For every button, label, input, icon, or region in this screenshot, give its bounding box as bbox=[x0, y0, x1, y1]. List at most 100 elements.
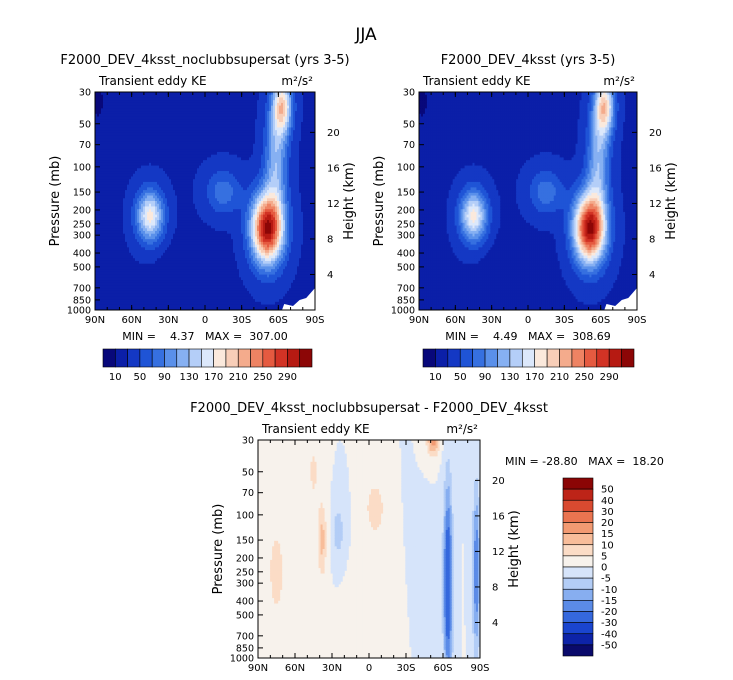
heatmap-cell bbox=[99, 116, 102, 120]
heatmap-cell bbox=[129, 255, 132, 259]
heatmap-cell bbox=[187, 130, 190, 134]
heatmap-cell bbox=[183, 130, 186, 134]
heatmap-cell bbox=[213, 184, 216, 189]
heatmap-cell bbox=[179, 111, 182, 115]
heatmap-cell bbox=[151, 108, 154, 112]
heatmap-cell bbox=[191, 258, 194, 262]
heatmap-cell bbox=[141, 307, 144, 310]
heatmap-cell bbox=[99, 121, 102, 126]
heatmap-cell bbox=[121, 119, 124, 123]
heatmap-cell bbox=[115, 138, 118, 142]
heatmap-cell bbox=[213, 141, 216, 145]
heatmap-cell bbox=[165, 301, 168, 306]
heatmap-cell bbox=[179, 203, 182, 208]
heatmap-cell bbox=[179, 162, 182, 167]
heatmap-cell bbox=[213, 187, 216, 191]
heatmap-cell bbox=[111, 252, 114, 257]
heatmap-cell bbox=[161, 247, 164, 251]
heatmap-cell bbox=[189, 192, 192, 197]
heatmap-cell bbox=[203, 176, 206, 180]
heatmap-cell bbox=[139, 222, 142, 227]
heatmap-cell bbox=[117, 192, 120, 197]
heatmap-cell bbox=[189, 293, 192, 298]
heatmap-cell bbox=[133, 108, 136, 112]
heatmap-cell bbox=[105, 260, 108, 265]
heatmap-cell bbox=[121, 138, 124, 142]
heatmap-cell bbox=[193, 247, 196, 251]
heatmap-cell bbox=[147, 130, 150, 134]
heatmap-cell bbox=[197, 146, 200, 150]
heatmap-cell bbox=[203, 271, 206, 276]
heatmap-cell bbox=[195, 127, 198, 131]
heatmap-cell bbox=[189, 247, 192, 251]
heatmap-cell bbox=[181, 203, 184, 208]
heatmap-cell bbox=[205, 274, 208, 278]
heatmap-cell bbox=[161, 179, 164, 183]
heatmap-cell bbox=[103, 187, 106, 191]
heatmap-cell bbox=[143, 296, 146, 300]
heatmap-cell bbox=[165, 280, 168, 284]
heatmap-cell bbox=[215, 230, 218, 235]
heatmap-cell bbox=[95, 102, 98, 107]
heatmap-cell bbox=[125, 252, 128, 257]
heatmap-cell bbox=[167, 301, 170, 306]
heatmap-cell bbox=[119, 233, 122, 238]
heatmap-cell bbox=[137, 187, 140, 191]
heatmap-cell bbox=[193, 127, 196, 131]
heatmap-cell bbox=[111, 97, 114, 101]
heatmap-cell bbox=[199, 252, 202, 257]
heatmap-cell bbox=[165, 217, 168, 221]
heatmap-cell bbox=[121, 157, 124, 161]
heatmap-cell bbox=[177, 179, 180, 183]
heatmap-cell bbox=[215, 282, 218, 287]
heatmap-cell bbox=[153, 116, 156, 120]
heatmap-cell bbox=[119, 299, 122, 303]
heatmap-cell bbox=[149, 211, 152, 216]
heatmap-cell bbox=[187, 195, 190, 199]
heatmap-cell bbox=[143, 241, 146, 246]
heatmap-cell bbox=[121, 258, 124, 262]
heatmap-cell bbox=[185, 220, 188, 224]
heatmap-cell bbox=[189, 250, 192, 254]
heatmap-cell bbox=[173, 263, 176, 268]
heatmap-cell bbox=[131, 94, 134, 99]
heatmap-cell bbox=[157, 282, 160, 287]
heatmap-cell bbox=[147, 266, 150, 270]
heatmap-cell bbox=[197, 181, 200, 186]
heatmap-cell bbox=[105, 217, 108, 221]
heatmap-cell bbox=[113, 149, 116, 153]
heatmap-cell bbox=[119, 263, 122, 268]
heatmap-cell bbox=[211, 171, 214, 175]
heatmap-cell bbox=[183, 250, 186, 254]
heatmap-cell bbox=[101, 171, 104, 175]
heatmap-cell bbox=[197, 160, 200, 164]
heatmap-cell bbox=[201, 162, 204, 167]
heatmap-cell bbox=[155, 162, 158, 167]
heatmap-cell bbox=[197, 252, 200, 257]
heatmap-cell bbox=[147, 119, 150, 123]
heatmap-cell bbox=[115, 157, 118, 161]
heatmap-cell bbox=[119, 181, 122, 186]
heatmap-cell bbox=[217, 263, 220, 268]
heatmap-cell bbox=[195, 171, 198, 175]
heatmap-cell bbox=[151, 293, 154, 298]
heatmap-cell bbox=[181, 217, 184, 221]
heatmap-cell bbox=[153, 239, 156, 243]
heatmap-cell bbox=[137, 173, 140, 178]
heatmap-cell bbox=[137, 247, 140, 251]
heatmap-cell bbox=[215, 198, 218, 202]
heatmap-cell bbox=[163, 209, 166, 213]
heatmap-cell bbox=[195, 293, 198, 298]
heatmap-cell bbox=[207, 113, 210, 118]
heatmap-cell bbox=[95, 301, 98, 306]
heatmap-cell bbox=[153, 146, 156, 150]
heatmap-cell bbox=[103, 146, 106, 150]
heatmap-cell bbox=[169, 149, 172, 153]
heatmap-cell bbox=[151, 228, 154, 232]
heatmap-cell bbox=[197, 206, 200, 210]
heatmap-cell bbox=[155, 282, 158, 287]
heatmap-cell bbox=[157, 168, 160, 172]
heatmap-cell bbox=[129, 220, 132, 224]
heatmap-cell bbox=[107, 233, 110, 238]
heatmap-cell bbox=[153, 211, 156, 216]
